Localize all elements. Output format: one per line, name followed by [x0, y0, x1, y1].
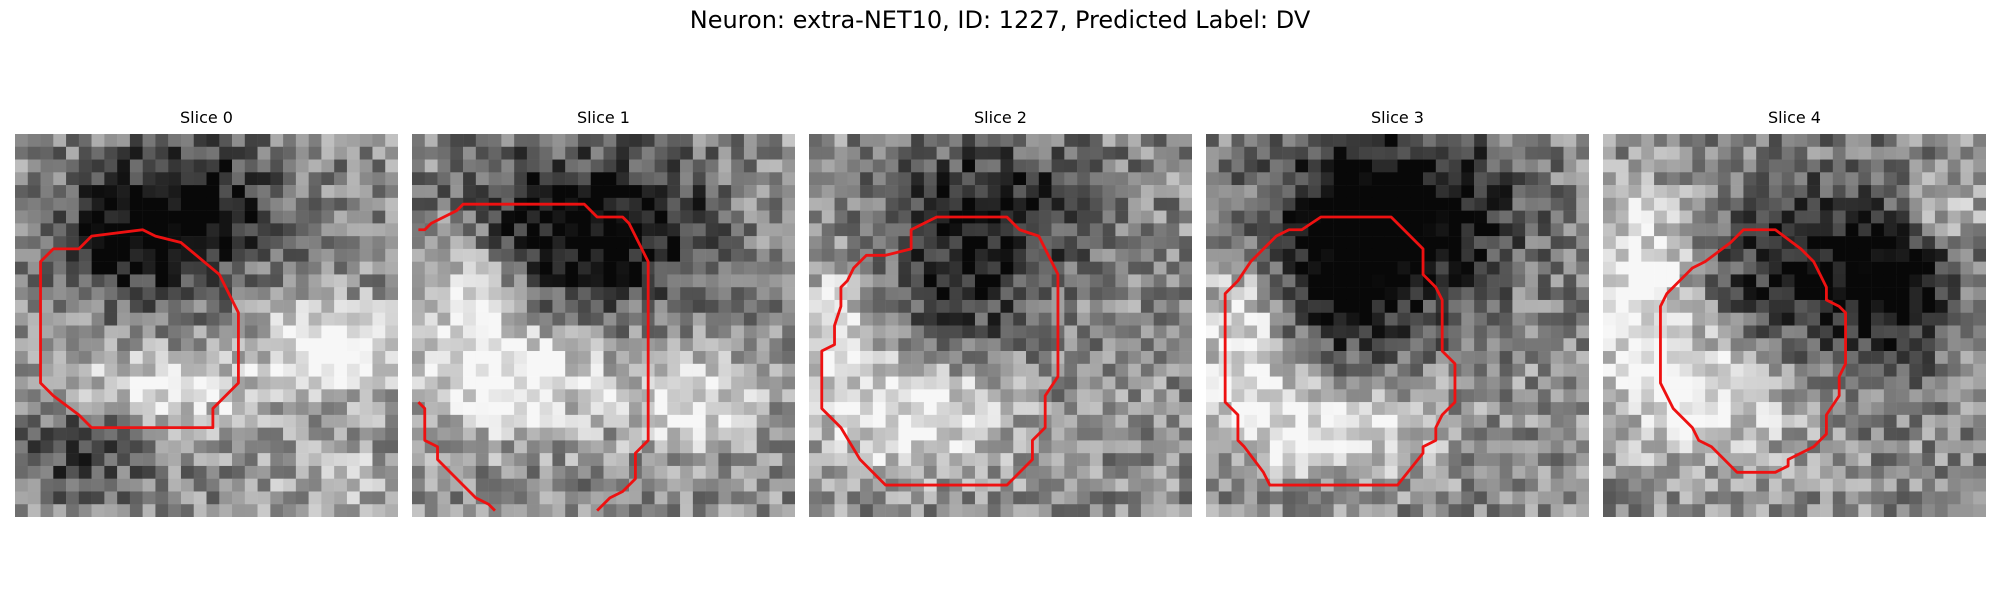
- figure-title: Neuron: extra-NET10, ID: 1227, Predicted…: [689, 6, 1311, 34]
- slice-title-4: Slice 4: [1768, 108, 1821, 127]
- slice-image-0: [15, 134, 398, 517]
- cell-contour: [820, 215, 1060, 487]
- slice-title-2: Slice 2: [974, 108, 1027, 127]
- pixel-grid: [15, 134, 398, 517]
- slice-title-1: Slice 1: [577, 108, 630, 127]
- slice-image-3: [1206, 134, 1589, 517]
- slice-image-1: [412, 134, 795, 517]
- pixel-grid: [1206, 134, 1589, 517]
- slice-image-2: [809, 134, 1192, 517]
- cell-contour: [1659, 228, 1847, 474]
- slice-title-0: Slice 0: [180, 108, 233, 127]
- cell-contour: [417, 401, 496, 512]
- slice-panel-4: Slice 4: [1603, 108, 1986, 525]
- slice-panel-2: Slice 2: [809, 108, 1192, 525]
- cell-contour: [39, 228, 240, 430]
- cell-contour: [1223, 215, 1457, 487]
- cell-contour: [418, 202, 650, 512]
- slice-panel-3: Slice 3: [1206, 108, 1589, 525]
- slice-panel-1: Slice 1: [412, 108, 795, 525]
- pixel-grid: [412, 134, 795, 517]
- slice-image-4: [1603, 134, 1986, 517]
- pixel-grid: [809, 134, 1192, 517]
- slice-panel-0: Slice 0: [15, 108, 398, 525]
- slice-title-3: Slice 3: [1371, 108, 1424, 127]
